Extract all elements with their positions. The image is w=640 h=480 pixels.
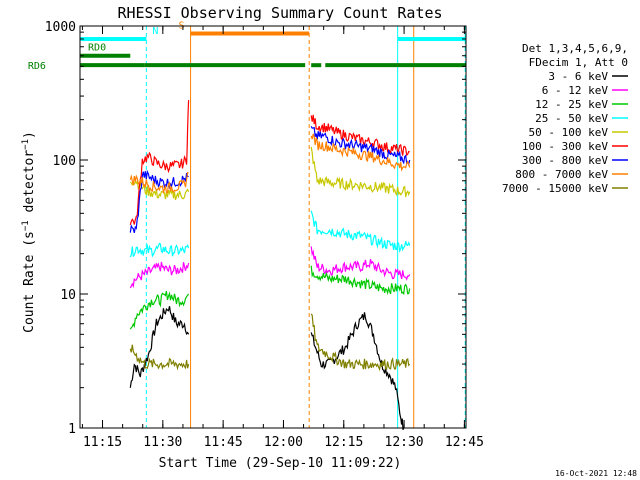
y-axis-label: Count Rate (s−1 detector−1) bbox=[21, 131, 37, 333]
legend-label-5: 100 - 300 keV bbox=[522, 140, 608, 153]
legend-label-4: 50 - 100 keV bbox=[529, 126, 609, 139]
series-line-8-seg2 bbox=[310, 313, 411, 372]
legend: Det 1,3,4,5,6,9,FDecim 1, Att 03 - 6 keV… bbox=[502, 42, 628, 195]
x-axis-label: Start Time (29-Sep-10 11:09:22) bbox=[159, 456, 402, 471]
state-label-n: N bbox=[152, 26, 158, 37]
legend-header-1: Det 1,3,4,5,6,9, bbox=[522, 42, 628, 55]
legend-label-6: 300 - 800 keV bbox=[522, 154, 608, 167]
y-tick-label-1: 10 bbox=[60, 288, 76, 303]
x-tick-label-0: 11:15 bbox=[83, 435, 122, 450]
legend-label-3: 25 - 50 keV bbox=[535, 112, 608, 125]
plot-frame bbox=[79, 25, 467, 429]
y-tick-label-0: 1 bbox=[68, 422, 76, 437]
legend-label-8: 7000 - 15000 keV bbox=[502, 182, 608, 195]
chart-title: RHESSI Observing Summary Count Rates bbox=[117, 4, 442, 22]
footer-date: 16-Oct-2021 12:48 bbox=[555, 469, 637, 478]
legend-header-2: FDecim 1, Att 0 bbox=[529, 56, 628, 69]
series-line-6-seg2 bbox=[310, 126, 411, 167]
legend-label-0: 3 - 6 keV bbox=[548, 70, 608, 83]
series-line-4-seg2 bbox=[310, 146, 411, 198]
legend-label-2: 12 - 25 keV bbox=[535, 98, 608, 111]
x-tick-label-2: 11:45 bbox=[204, 435, 243, 450]
series-line-2-seg1 bbox=[129, 290, 190, 330]
series-line-7-seg1 bbox=[129, 171, 189, 195]
state-label-rd6: RD6 bbox=[28, 61, 46, 72]
series-line-8-seg1 bbox=[129, 344, 190, 371]
series-line-2-seg2 bbox=[310, 265, 411, 296]
series-line-6-seg1 bbox=[129, 169, 189, 234]
legend-label-1: 6 - 12 keV bbox=[542, 84, 609, 97]
y-tick-label-3: 1000 bbox=[45, 20, 76, 35]
series-line-3-seg1 bbox=[129, 242, 190, 258]
series-line-7-seg2 bbox=[310, 133, 411, 172]
x-tick-label-4: 12:15 bbox=[324, 435, 363, 450]
series-line-1-seg2 bbox=[310, 246, 411, 281]
state-label-rd0: RD0 bbox=[88, 43, 106, 54]
x-tick-label-3: 12:00 bbox=[264, 435, 303, 450]
series-line-3-seg2 bbox=[310, 210, 411, 254]
y-tick-label-2: 100 bbox=[53, 154, 76, 169]
legend-label-7: 800 - 7000 keV bbox=[515, 168, 608, 181]
x-tick-label-5: 12:30 bbox=[385, 435, 424, 450]
series-line-0-seg2 bbox=[310, 312, 405, 431]
series-line-0-seg1 bbox=[129, 306, 190, 388]
x-tick-label-1: 11:30 bbox=[143, 435, 182, 450]
series-line-1-seg1 bbox=[129, 261, 190, 289]
x-tick-label-6: 12:45 bbox=[445, 435, 484, 450]
